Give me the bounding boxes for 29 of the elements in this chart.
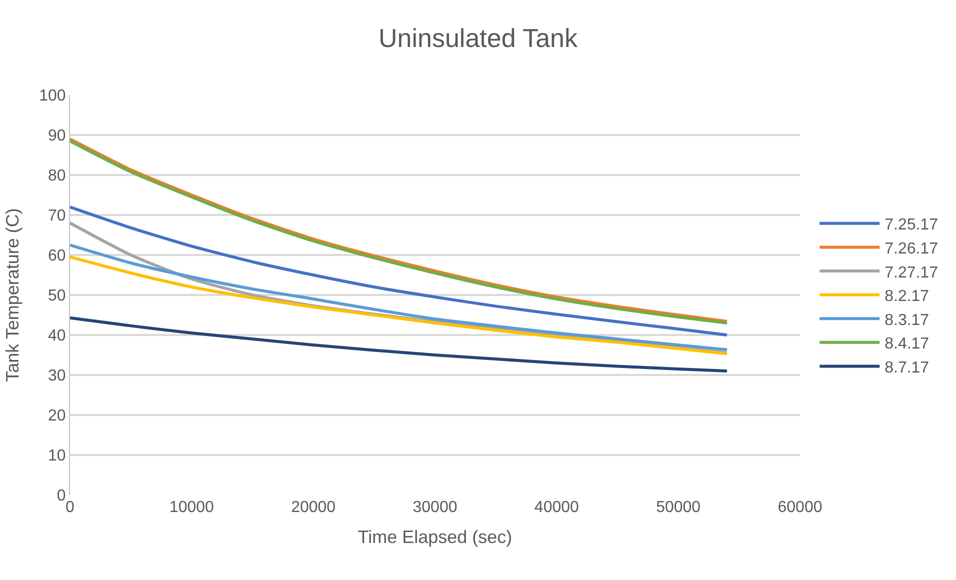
y-tick-label: 40 [48,328,66,345]
y-tick-label: 70 [48,208,66,225]
legend-label: 8.4.17 [884,336,930,353]
y-tick-label: 20 [48,408,66,425]
x-tick-label: 60000 [778,499,822,516]
y-tick-label: 60 [48,248,66,265]
y-tick-label: 100 [39,88,66,105]
legend-label: 8.2.17 [884,288,930,306]
x-tick-label: 50000 [656,499,701,516]
y-tick-label: 30 [48,368,66,385]
chart-title: Uninsulated Tank [378,23,578,54]
x-tick-label: 30000 [412,499,458,516]
x-tick-label: 20000 [291,499,336,516]
legend-label: 8.7.17 [884,359,930,376]
y-tick-label: 90 [48,128,66,145]
x-tick-label: 40000 [534,499,580,516]
legend-label: 8.3.17 [884,312,930,329]
line-series [70,316,728,372]
y-axis-title: Tank Temperature (C) [2,208,22,382]
y-tick-label: 10 [48,448,66,465]
y-tick-label: 80 [48,168,66,185]
legend-label: 7.26.17 [884,240,938,258]
y-tick-label: 0 [56,488,66,505]
x-tick-label: 10000 [169,499,214,516]
x-axis-title: Time Elapsed (sec) [358,527,512,548]
y-tick-label: 50 [48,288,66,305]
legend-label: 7.25.17 [884,216,938,234]
legend-label: 7.27.17 [884,264,938,282]
line-series [70,206,728,336]
